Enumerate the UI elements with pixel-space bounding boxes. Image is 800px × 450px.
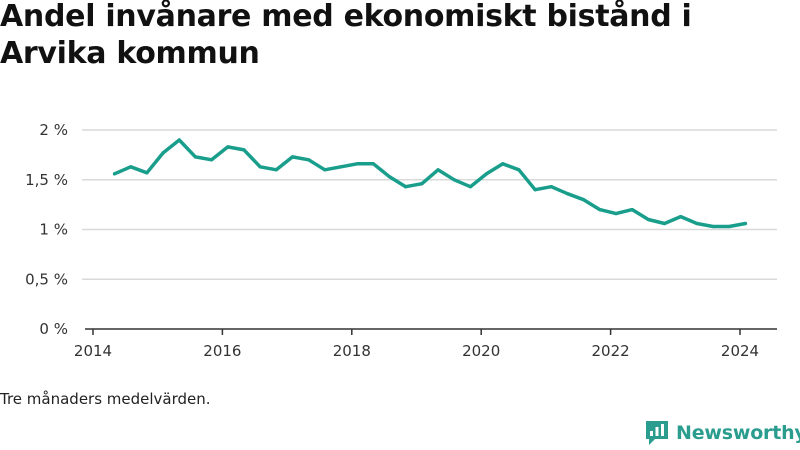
data-point xyxy=(436,168,440,172)
y-tick-label: 0 % xyxy=(39,320,68,338)
line-chart: 0 % 0,5 % 1 % 1,5 % 2 % 2014 2016 2018 2020 2022… xyxy=(25,121,777,360)
newsworthy-icon xyxy=(646,421,668,445)
data-point xyxy=(242,148,246,152)
chart-title: Andel invånare med ekonomiskt bistånd i … xyxy=(0,0,692,71)
data-point xyxy=(339,165,343,169)
data-point xyxy=(210,158,214,162)
data-point xyxy=(501,162,505,166)
data-point xyxy=(679,214,683,219)
y-tick-label: 0,5 % xyxy=(25,270,68,288)
data-point xyxy=(129,165,133,169)
data-point xyxy=(145,171,149,175)
data-point xyxy=(177,138,181,142)
y-tick-label: 1 % xyxy=(39,221,68,239)
footnote: Tre månaders medelvärden. xyxy=(0,390,211,408)
data-point xyxy=(112,172,117,176)
data-point xyxy=(549,185,553,189)
data-point xyxy=(452,178,456,182)
data-point xyxy=(355,162,359,166)
x-tick-label: 2020 xyxy=(462,342,500,360)
data-point xyxy=(193,155,198,159)
data-point xyxy=(711,224,715,229)
x-tick-label: 2014 xyxy=(74,342,112,360)
data-point xyxy=(387,175,392,179)
y-axis-ticks: 0 % 0,5 % 1 % 1,5 % 2 % xyxy=(25,121,68,338)
x-tick-label: 2024 xyxy=(721,342,759,360)
data-point xyxy=(565,192,570,196)
data-point xyxy=(517,168,521,172)
data-point xyxy=(533,188,537,192)
data-point xyxy=(484,172,489,176)
data-point xyxy=(598,208,602,212)
data-point xyxy=(582,198,586,202)
newsworthy-logo: Newsworthy xyxy=(644,418,800,448)
gridlines xyxy=(82,129,777,280)
data-point xyxy=(727,224,731,229)
data-point xyxy=(290,155,295,159)
data-point xyxy=(743,221,747,226)
series-line xyxy=(112,138,748,229)
brand-name: Newsworthy xyxy=(676,422,800,444)
data-point xyxy=(662,221,667,226)
x-axis: 2014 2016 2018 2020 2022 2024 xyxy=(74,328,777,360)
data-point xyxy=(258,165,262,169)
x-tick-label: 2016 xyxy=(203,342,241,360)
data-point xyxy=(420,182,424,186)
data-point xyxy=(274,168,278,172)
x-tick-label: 2022 xyxy=(592,342,630,360)
y-tick-label: 1,5 % xyxy=(25,171,68,189)
data-point xyxy=(226,145,230,149)
data-point xyxy=(646,217,650,222)
data-series xyxy=(112,138,748,229)
data-point xyxy=(468,185,473,189)
data-point xyxy=(614,211,618,216)
data-point xyxy=(323,168,327,172)
x-tick-label: 2018 xyxy=(333,342,371,360)
y-tick-label: 2 % xyxy=(39,121,68,139)
data-point xyxy=(695,221,699,226)
data-point xyxy=(161,151,165,155)
data-point xyxy=(630,208,634,212)
data-point xyxy=(307,158,311,162)
data-point xyxy=(371,162,375,166)
data-point xyxy=(404,185,408,189)
